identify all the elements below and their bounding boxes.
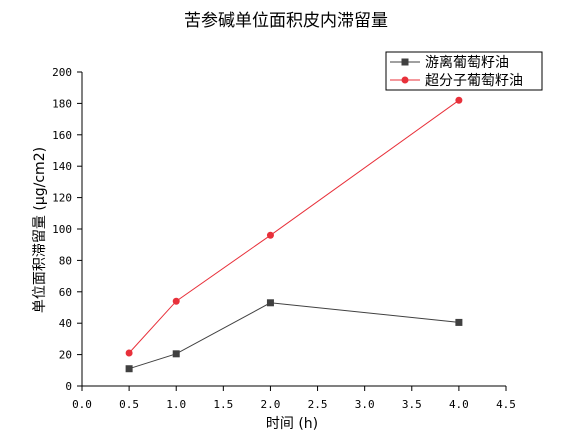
legend-marker xyxy=(401,76,409,84)
y-tick-label: 80 xyxy=(59,254,72,267)
x-tick-label: 0.0 xyxy=(72,398,92,411)
series-line-1 xyxy=(128,302,459,370)
x-axis-title: 时间 (h) xyxy=(266,416,318,432)
x-tick-label: 1.0 xyxy=(166,398,186,411)
y-tick-label: 40 xyxy=(59,317,72,330)
legend-box xyxy=(385,51,543,91)
y-tick-label: 0 xyxy=(65,380,72,393)
x-tick-label: 1.5 xyxy=(213,398,233,411)
x-tick-label: 0.5 xyxy=(119,398,139,411)
x-tick-label: 4.5 xyxy=(496,398,516,411)
data-point xyxy=(266,299,274,307)
y-tick-label: 60 xyxy=(59,286,72,299)
x-tick-label: 2.0 xyxy=(261,398,281,411)
y-tick-label: 200 xyxy=(52,66,72,79)
legend-label: 游离葡萄籽油 xyxy=(425,54,509,71)
plot-area: 0 20 40 60 80 100 120 140 160 180 200 0.0 0.5 1.0 1.5 2… xyxy=(52,66,516,411)
x-tick-label: 3.5 xyxy=(402,398,422,411)
y-tick-label: 120 xyxy=(52,192,72,205)
y-tick-label: 160 xyxy=(52,129,72,142)
data-point xyxy=(125,365,133,373)
x-tick-label: 4.0 xyxy=(449,398,469,411)
data-point xyxy=(266,231,274,239)
data-point xyxy=(125,349,133,357)
y-axis-title: 单位面积滞留量 (μg/cm2) xyxy=(32,147,48,313)
x-tick-label: 2.5 xyxy=(308,398,328,411)
data-point xyxy=(455,318,463,326)
chart-title: 苦参碱单位面积皮内滞留量 xyxy=(184,11,388,31)
y-tick-label: 140 xyxy=(52,160,72,173)
y-tick-label: 100 xyxy=(52,223,72,236)
legend-marker xyxy=(401,58,409,66)
legend-label: 超分子葡萄籽油 xyxy=(425,73,523,89)
data-point xyxy=(455,96,463,104)
x-tick-label: 3.0 xyxy=(355,398,375,411)
data-point xyxy=(172,350,180,358)
y-tick-label: 180 xyxy=(52,97,72,110)
y-tick-label: 20 xyxy=(59,349,72,362)
data-point xyxy=(172,297,180,305)
series-line-2 xyxy=(128,99,460,354)
